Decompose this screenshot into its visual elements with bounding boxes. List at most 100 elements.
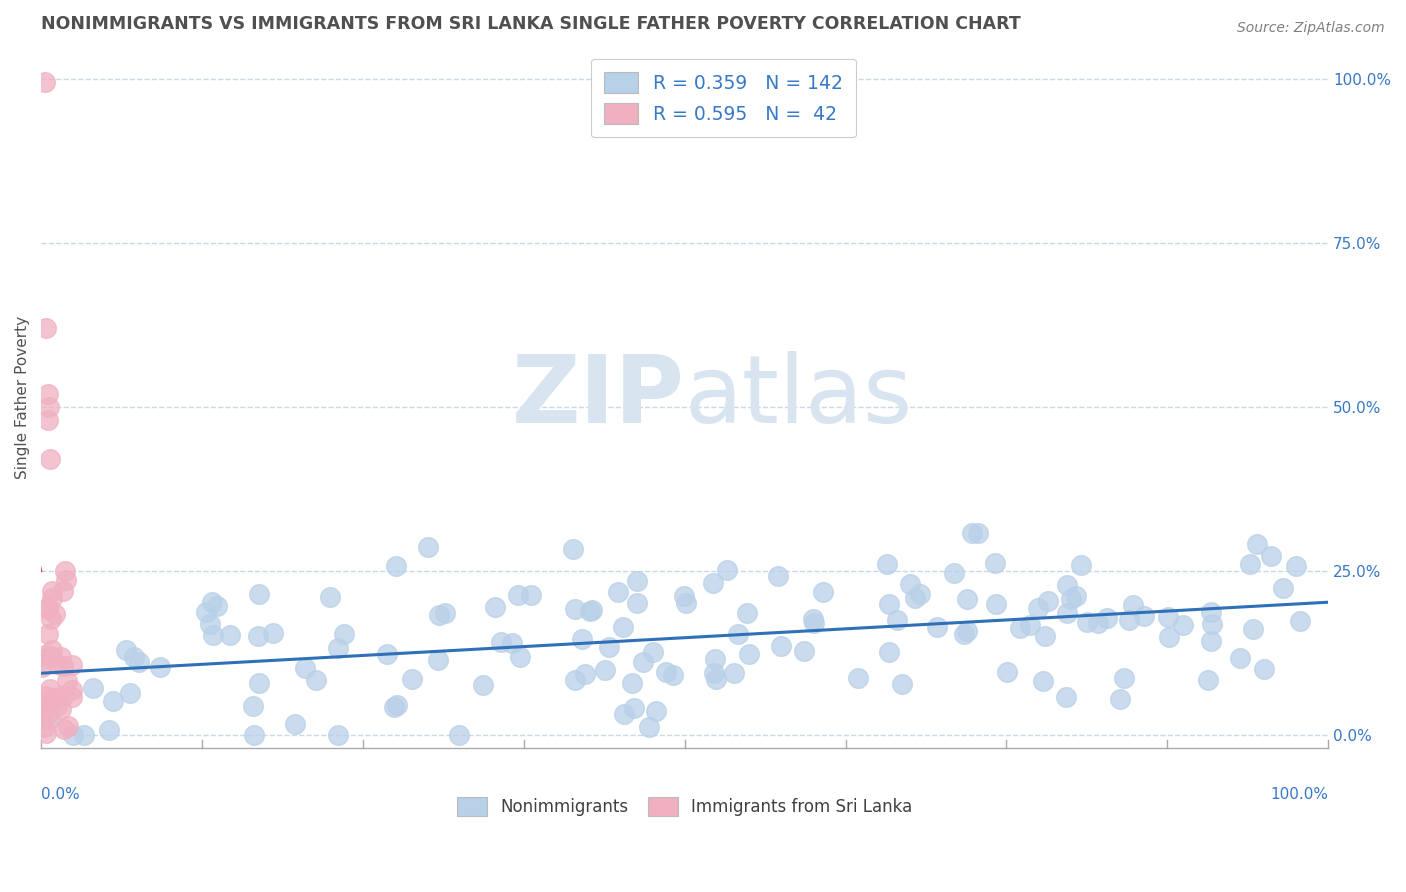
Point xyxy=(37,386,59,401)
Point xyxy=(561,542,583,557)
Point xyxy=(39,648,62,663)
Point xyxy=(56,719,79,733)
Point xyxy=(1019,618,1042,632)
Point xyxy=(846,671,869,685)
Point xyxy=(953,627,976,641)
Point xyxy=(506,588,529,602)
Point xyxy=(207,599,229,614)
Point xyxy=(703,652,725,666)
Point xyxy=(737,647,759,661)
Point xyxy=(98,723,121,737)
Point xyxy=(39,712,62,726)
Point xyxy=(1199,634,1222,648)
Point xyxy=(1288,614,1310,628)
Point xyxy=(1028,601,1050,615)
Point xyxy=(242,699,264,714)
Point xyxy=(41,591,63,605)
Point xyxy=(101,694,124,708)
Point xyxy=(198,616,221,631)
Point xyxy=(60,690,83,704)
Point xyxy=(1260,549,1282,563)
Point xyxy=(1241,623,1264,637)
Point xyxy=(1197,673,1219,687)
Point xyxy=(35,726,58,740)
Point xyxy=(1076,615,1098,630)
Point xyxy=(1036,594,1059,608)
Point xyxy=(201,628,224,642)
Point xyxy=(613,706,636,721)
Point xyxy=(51,701,73,715)
Point xyxy=(801,612,824,626)
Point xyxy=(45,657,67,671)
Point xyxy=(484,600,506,615)
Point xyxy=(52,722,75,736)
Point xyxy=(39,452,62,467)
Point xyxy=(62,728,84,742)
Point xyxy=(247,587,270,601)
Point xyxy=(1108,692,1130,706)
Point xyxy=(35,689,58,703)
Point xyxy=(925,620,948,634)
Point xyxy=(434,606,457,620)
Point xyxy=(73,728,96,742)
Point xyxy=(53,688,76,702)
Point xyxy=(34,75,56,89)
Point xyxy=(305,673,328,687)
Point xyxy=(908,587,931,601)
Point xyxy=(984,556,1007,570)
Point xyxy=(727,627,749,641)
Point xyxy=(564,673,586,688)
Y-axis label: Single Father Poverty: Single Father Poverty xyxy=(15,316,30,478)
Point xyxy=(52,584,75,599)
Point xyxy=(243,728,266,742)
Point xyxy=(769,639,792,653)
Point xyxy=(34,648,56,663)
Point xyxy=(201,595,224,609)
Point xyxy=(31,659,53,673)
Point xyxy=(122,650,145,665)
Point xyxy=(723,666,745,681)
Point xyxy=(612,620,634,634)
Point xyxy=(1097,611,1119,625)
Point xyxy=(520,588,543,602)
Point xyxy=(45,690,67,705)
Point xyxy=(886,613,908,627)
Point xyxy=(943,566,966,581)
Point xyxy=(219,628,242,642)
Point xyxy=(1064,589,1087,603)
Point xyxy=(898,576,921,591)
Point xyxy=(579,604,602,618)
Point xyxy=(37,627,59,641)
Point xyxy=(956,624,979,638)
Point xyxy=(44,607,66,621)
Point xyxy=(38,682,60,697)
Point xyxy=(1118,613,1140,627)
Point xyxy=(675,596,697,610)
Point xyxy=(60,657,83,672)
Point xyxy=(638,720,661,734)
Point xyxy=(1032,674,1054,689)
Point xyxy=(702,576,724,591)
Point xyxy=(766,569,789,583)
Point xyxy=(326,728,349,742)
Point xyxy=(595,663,617,677)
Point xyxy=(598,640,620,654)
Point xyxy=(128,655,150,669)
Point xyxy=(1285,558,1308,573)
Point xyxy=(960,526,983,541)
Point xyxy=(620,675,643,690)
Point xyxy=(41,642,63,657)
Point xyxy=(246,629,269,643)
Point xyxy=(115,643,138,657)
Point xyxy=(581,603,603,617)
Point xyxy=(247,675,270,690)
Point xyxy=(60,683,83,698)
Point xyxy=(41,583,63,598)
Point xyxy=(571,632,593,646)
Point xyxy=(661,668,683,682)
Point xyxy=(149,659,172,673)
Legend: Nonimmigrants, Immigrants from Sri Lanka: Nonimmigrants, Immigrants from Sri Lanka xyxy=(449,789,921,824)
Point xyxy=(735,606,758,620)
Point xyxy=(1060,592,1083,607)
Point xyxy=(489,635,512,649)
